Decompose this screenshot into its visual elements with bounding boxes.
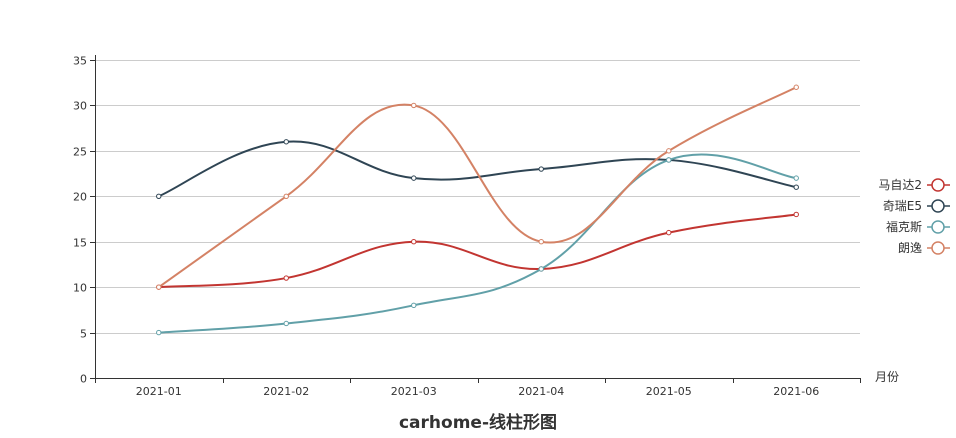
data-point[interactable] (666, 157, 672, 163)
x-tick-label: 2021-03 (391, 385, 437, 398)
data-point[interactable] (666, 148, 672, 154)
data-point[interactable] (411, 302, 417, 309)
legend-marker (931, 220, 945, 234)
x-tick-label: 2021-01 (136, 385, 182, 398)
data-point[interactable] (156, 193, 162, 199)
y-tick-label: 25 (73, 146, 87, 159)
data-point[interactable] (283, 320, 289, 327)
x-axis-name: 月份 (875, 370, 899, 384)
y-tick-label: 35 (73, 55, 87, 68)
y-tick-label: 15 (73, 237, 87, 250)
grid-lines (95, 60, 860, 334)
y-tick-label: 5 (80, 328, 87, 341)
data-point[interactable] (538, 166, 544, 172)
data-point[interactable] (411, 239, 417, 245)
data-point[interactable] (538, 239, 544, 245)
data-point[interactable] (793, 84, 799, 90)
series-1 (156, 211, 799, 290)
series-4 (156, 84, 799, 290)
data-point[interactable] (283, 193, 289, 199)
legend-marker (931, 178, 945, 192)
y-tick-label: 0 (80, 373, 87, 386)
data-point[interactable] (793, 211, 799, 218)
legend-marker (931, 199, 945, 213)
y-tick-label: 30 (73, 100, 87, 113)
data-point[interactable] (538, 266, 544, 272)
data-point[interactable] (283, 139, 289, 145)
legend-label: 马自达2 (878, 178, 922, 192)
y-tick-label: 20 (73, 191, 87, 204)
data-point[interactable] (283, 275, 289, 281)
x-tick-label: 2021-02 (263, 385, 309, 398)
legend-label: 奇瑞E5 (883, 199, 922, 213)
data-point[interactable] (793, 184, 799, 190)
series-line (158, 213, 797, 289)
data-point[interactable] (411, 175, 417, 181)
legend-item[interactable]: 奇瑞E5 (883, 199, 950, 213)
legend-item[interactable]: 马自达2 (878, 178, 950, 192)
data-point[interactable] (156, 329, 162, 336)
series-3 (156, 153, 799, 336)
x-tick-label: 2021-05 (646, 385, 692, 398)
legend-item[interactable]: 朗逸 (898, 241, 950, 255)
y-tick-label: 10 (73, 282, 87, 295)
series-line (158, 140, 797, 198)
legend-item[interactable]: 福克斯 (886, 219, 950, 234)
data-point[interactable] (793, 175, 799, 181)
chart-title: carhome-线柱形图 (399, 412, 557, 433)
series-line (158, 153, 797, 334)
series-lines (156, 84, 799, 336)
legend-label: 福克斯 (886, 219, 922, 234)
series-line (158, 86, 797, 288)
axes: 0 5 10 15 20 25 30 35 2021-01 2021-02 2021-03 2021-… (73, 55, 861, 398)
data-point[interactable] (666, 229, 672, 236)
legend-label: 朗逸 (898, 241, 922, 255)
data-point[interactable] (156, 284, 162, 290)
data-point[interactable] (411, 102, 417, 109)
x-tick-label: 2021-04 (518, 385, 564, 398)
legend-marker (931, 241, 945, 255)
x-tick-label: 2021-06 (773, 385, 819, 398)
series-2 (156, 139, 799, 199)
